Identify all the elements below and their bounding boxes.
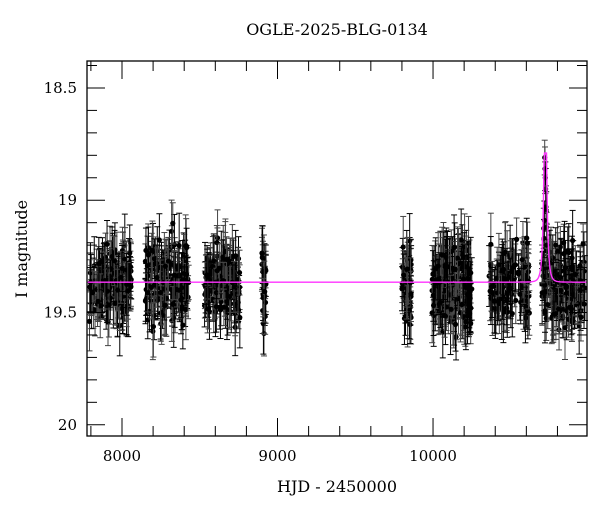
data-point xyxy=(119,244,126,292)
data-point xyxy=(176,212,183,279)
y-axis-label: I magnitude xyxy=(12,200,31,298)
x-tick-label: 10000 xyxy=(409,447,457,465)
data-point xyxy=(400,253,407,298)
data-point xyxy=(142,278,149,322)
data-point xyxy=(524,291,531,330)
model-curve-layer xyxy=(87,152,587,283)
data-point xyxy=(568,282,575,336)
data-point xyxy=(494,260,501,326)
data-point xyxy=(466,283,473,329)
data-point xyxy=(261,260,268,323)
model-curve xyxy=(87,152,587,283)
data-point xyxy=(236,249,243,296)
axis-ticks xyxy=(87,61,587,436)
data-point xyxy=(153,247,160,308)
data-point xyxy=(509,238,516,297)
data-point xyxy=(89,270,96,315)
y-tick-label: 18.5 xyxy=(44,79,77,97)
data-point xyxy=(454,226,461,290)
y-tick-label: 20 xyxy=(58,416,77,434)
data-point xyxy=(434,258,441,301)
data-point xyxy=(452,297,459,352)
data-point xyxy=(572,245,579,304)
data-point xyxy=(509,289,516,338)
data-point xyxy=(165,236,172,286)
data-point xyxy=(162,238,169,294)
data-points-layer xyxy=(86,139,588,361)
data-point xyxy=(150,295,157,358)
plot-frame xyxy=(86,60,588,437)
data-point xyxy=(97,273,104,339)
data-point xyxy=(210,233,217,289)
data-point xyxy=(213,280,220,333)
data-point xyxy=(144,272,151,313)
data-point xyxy=(171,250,178,301)
data-point xyxy=(544,280,551,330)
data-point xyxy=(236,286,243,349)
x-axis-label: HJD - 2450000 xyxy=(277,477,397,496)
data-point xyxy=(95,283,102,320)
data-point xyxy=(495,282,502,321)
data-point xyxy=(489,266,496,319)
data-point xyxy=(220,288,227,326)
data-point xyxy=(562,265,569,310)
x-tick-label: 9000 xyxy=(258,447,296,465)
data-point xyxy=(175,247,182,304)
data-point xyxy=(441,293,448,338)
y-tick-labels: 18.5 19 19.5 20 xyxy=(44,79,77,434)
y-tick-label: 19.5 xyxy=(44,303,77,321)
data-point xyxy=(123,253,130,316)
data-point xyxy=(451,214,458,281)
data-point xyxy=(183,245,190,304)
chart-title: OGLE-2025-BLG-0134 xyxy=(246,20,428,39)
data-point xyxy=(444,230,451,303)
data-point xyxy=(157,259,164,326)
data-point xyxy=(555,286,562,332)
y-tick-label: 19 xyxy=(58,191,77,209)
x-tick-labels: 8000 9000 10000 xyxy=(103,447,457,465)
data-point xyxy=(204,245,211,305)
data-point xyxy=(86,259,93,315)
data-point xyxy=(448,284,455,335)
data-point xyxy=(462,254,469,321)
data-point xyxy=(460,255,467,303)
data-point xyxy=(214,242,221,300)
data-point xyxy=(516,267,523,321)
data-point xyxy=(169,202,176,245)
data-point xyxy=(502,248,509,310)
x-tick-label: 8000 xyxy=(103,447,141,465)
data-point xyxy=(105,272,112,338)
data-point xyxy=(404,236,411,302)
data-point xyxy=(524,221,531,265)
data-point xyxy=(495,232,502,297)
data-point xyxy=(577,293,584,342)
data-point xyxy=(552,227,559,264)
